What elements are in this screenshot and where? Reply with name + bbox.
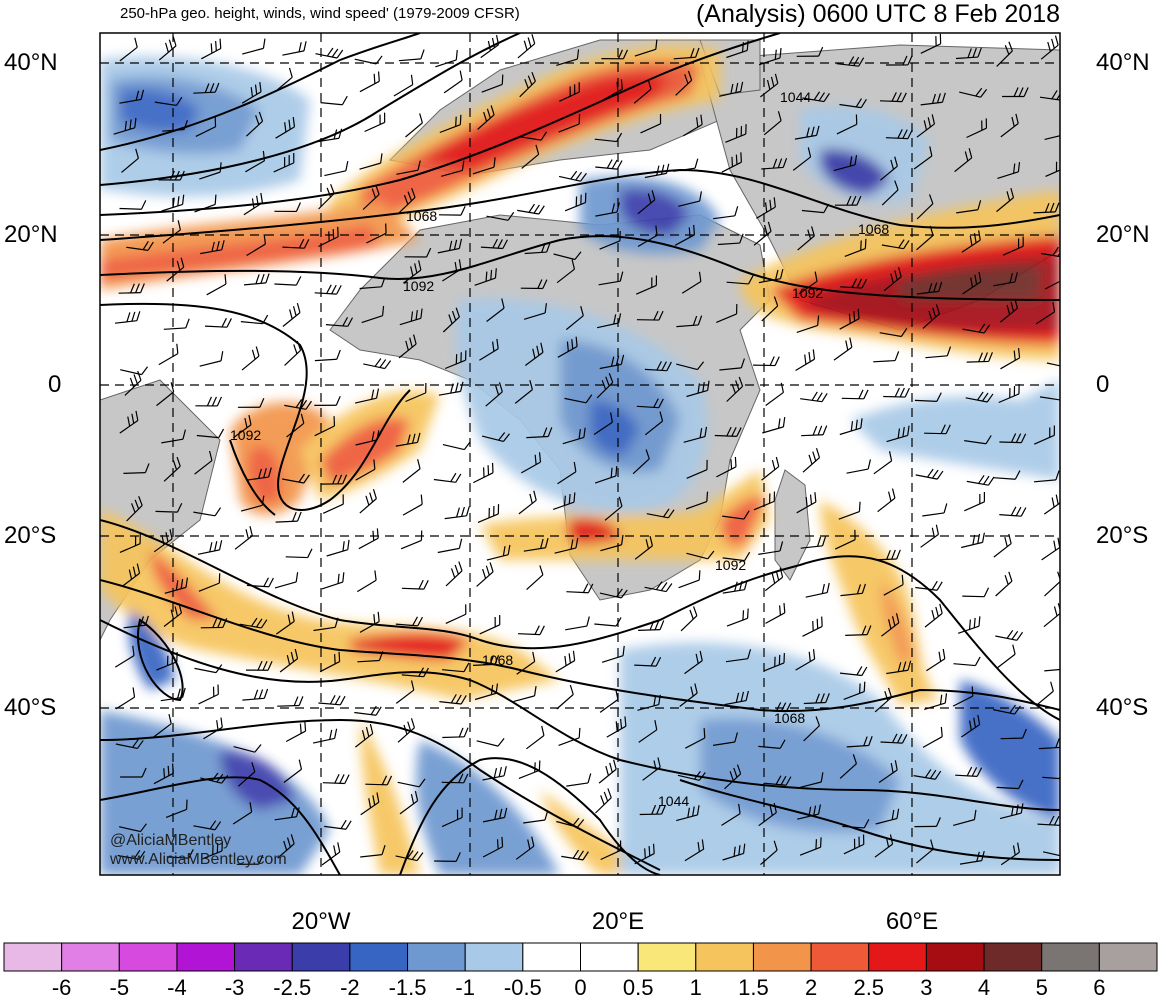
colorbar-swatch: [638, 943, 696, 971]
colorbar-swatch: [350, 943, 408, 971]
colorbar-swatch: [408, 943, 466, 971]
lat-label-right: 40°N: [1096, 51, 1150, 75]
colorbar-swatch: [292, 943, 350, 971]
colorbar-tick-label: 1: [690, 975, 702, 1001]
contour-label: 1068: [774, 710, 805, 726]
colorbar-tick-label: 3: [920, 975, 932, 1001]
lat-label-right: 20°S: [1096, 524, 1148, 548]
contour-label: 1068: [858, 221, 889, 237]
colorbar-swatch: [696, 943, 754, 971]
colorbar-tick-label: 1.5: [738, 975, 769, 1001]
lat-label-right: 40°S: [1096, 696, 1148, 720]
colorbar-tick-label: 0: [574, 975, 586, 1001]
colorbar: [4, 943, 1157, 971]
lat-label-left: 20°S: [4, 524, 56, 548]
colorbar-tick-label: -1: [455, 975, 475, 1001]
contour-label: 1068: [482, 652, 513, 668]
colorbar-tick-label: -3: [225, 975, 245, 1001]
lon-label: 20°W: [292, 908, 351, 936]
colorbar-swatch: [869, 943, 927, 971]
lon-label: 60°E: [886, 908, 938, 936]
colorbar-swatch: [523, 943, 581, 971]
colorbar-swatch: [235, 943, 293, 971]
lat-label-left: 40°N: [4, 51, 58, 75]
colorbar-swatch: [581, 943, 639, 971]
colorbar-tick-label: -6: [52, 975, 72, 1001]
contour-label: 1044: [780, 89, 811, 105]
valid-time: (Analysis) 0600 UTC 8 Feb 2018: [696, 0, 1060, 29]
lat-label-right: 20°N: [1096, 223, 1150, 247]
colorbar-tick-label: 2: [805, 975, 817, 1001]
credit-twitter: @AliciaMBentley: [110, 832, 231, 850]
colorbar-swatch: [753, 943, 811, 971]
colorbar-tick-label: 4: [978, 975, 990, 1001]
colorbar-swatch: [811, 943, 869, 971]
colorbar-tick-label: -2.5: [273, 975, 311, 1001]
colorbar-swatch: [984, 943, 1042, 971]
colorbar-tick-label: 2.5: [853, 975, 884, 1001]
colorbar-swatch: [62, 943, 120, 971]
map-panel: 1044 1068 1092 1068 1092 1092 1092 1092 …: [100, 33, 1074, 875]
lat-label-left: 20°N: [4, 223, 58, 247]
contour-label: 1044: [658, 793, 689, 809]
product-title: 250-hPa geo. height, winds, wind speed' …: [120, 5, 520, 22]
lat-label-left: 40°S: [4, 696, 56, 720]
colorbar-tick-label: 0.5: [623, 975, 654, 1001]
lat-label-left: 0: [48, 373, 61, 397]
lon-label: 20°E: [592, 908, 644, 936]
colorbar-swatch: [1099, 943, 1157, 971]
colorbar-tick-label: -5: [110, 975, 130, 1001]
colorbar-swatch: [4, 943, 62, 971]
contour-label: 1068: [406, 208, 437, 224]
colorbar-swatch: [465, 943, 523, 971]
colorbar-swatch: [926, 943, 984, 971]
colorbar-tick-label: 5: [1036, 975, 1048, 1001]
lat-label-right: 0: [1096, 373, 1109, 397]
colorbar-tick-label: -4: [167, 975, 187, 1001]
credit-website: www.AliciaMBentley.com: [110, 851, 287, 869]
colorbar-swatch: [119, 943, 177, 971]
colorbar-swatch: [1042, 943, 1100, 971]
colorbar-tick-label: 6: [1093, 975, 1105, 1001]
colorbar-swatch: [177, 943, 235, 971]
colorbar-tick-label: -2: [340, 975, 360, 1001]
colorbar-tick-label: -0.5: [504, 975, 542, 1001]
colorbar-tick-label: -1.5: [389, 975, 427, 1001]
